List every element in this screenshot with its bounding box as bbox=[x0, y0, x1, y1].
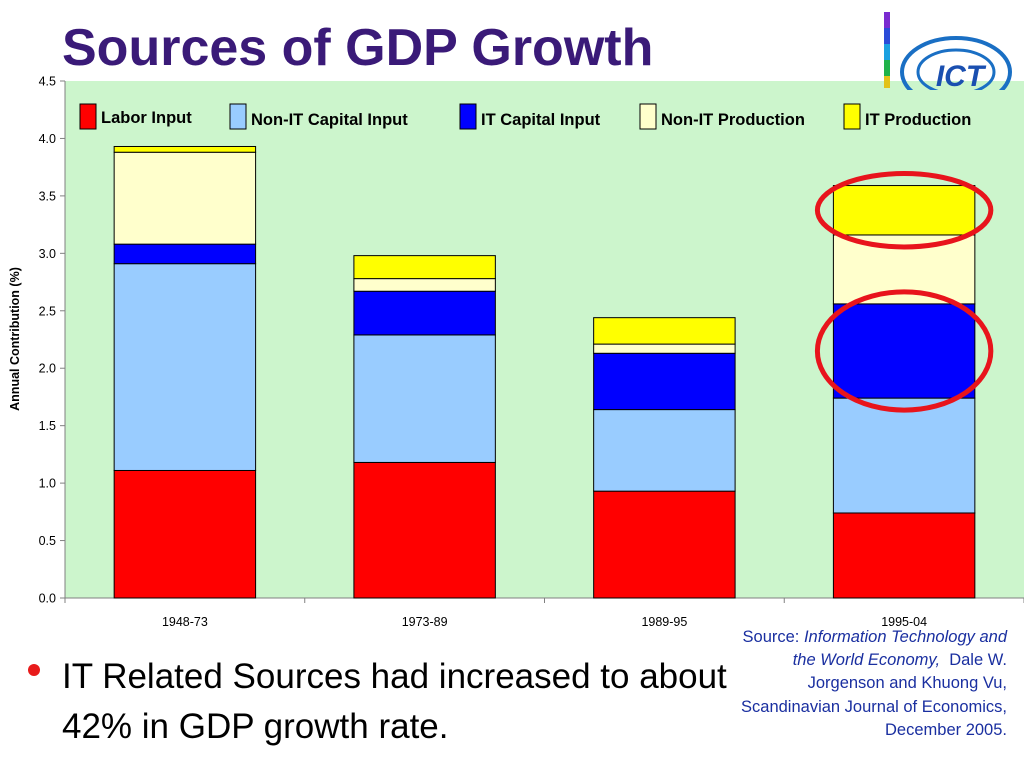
bar-segment bbox=[832, 185, 976, 236]
highlight-circles bbox=[814, 171, 994, 413]
legend-swatch bbox=[843, 103, 861, 130]
source-prefix: Source: bbox=[742, 628, 804, 646]
y-axis-label: Annual Contribution (%) bbox=[8, 267, 22, 411]
bar-segment bbox=[113, 145, 257, 153]
slide-title: Sources of GDP Growth bbox=[62, 19, 654, 77]
bar-segment bbox=[353, 334, 496, 463]
bar-segment bbox=[832, 303, 976, 399]
y-tick-label: 2.0 bbox=[39, 362, 56, 376]
bullet-text: IT Related Sources had increased to abou… bbox=[62, 657, 727, 746]
y-tick-label: 4.0 bbox=[39, 132, 56, 146]
legend-label: Non-IT Production bbox=[661, 111, 805, 129]
legend: Labor Input Non-IT Capital Input IT Capita… bbox=[79, 103, 971, 130]
bars bbox=[113, 145, 976, 599]
x-tick-label: 1973-89 bbox=[402, 615, 448, 629]
source-title: Information Technology and the World Eco… bbox=[792, 628, 1007, 670]
x-tick-label: 1995-04 bbox=[881, 615, 927, 629]
logo-text: ICT bbox=[936, 60, 987, 90]
x-tick-label: 1989-95 bbox=[641, 615, 687, 629]
y-tick-label: 2.5 bbox=[39, 304, 56, 318]
legend-swatch bbox=[459, 103, 477, 130]
bar-segment bbox=[832, 512, 976, 599]
source-authors: Dale W. Jorgenson and Khuong Vu, Scandin… bbox=[741, 651, 1007, 739]
bar-segment bbox=[353, 278, 496, 292]
y-tick-label: 4.5 bbox=[39, 75, 56, 89]
bar-segment bbox=[353, 255, 496, 280]
legend-label: IT Production bbox=[865, 111, 971, 129]
source-citation: Source: Information Technology and the W… bbox=[737, 626, 1007, 742]
x-axis: 1948-73 1973-89 1989-95 1995-04 bbox=[64, 597, 1024, 629]
bar-segment bbox=[353, 290, 496, 336]
y-tick-label: 1.5 bbox=[39, 419, 56, 433]
bar-segment bbox=[113, 469, 257, 599]
legend-swatch bbox=[79, 103, 97, 130]
bar-segment bbox=[353, 461, 496, 599]
bar-segment bbox=[113, 151, 257, 245]
bar-segment bbox=[593, 317, 736, 345]
y-tick-label: 0.0 bbox=[39, 592, 56, 606]
bar-segment bbox=[832, 397, 976, 514]
bar-segment bbox=[113, 243, 257, 265]
bar-segment bbox=[593, 343, 736, 354]
legend-label: Labor Input bbox=[101, 109, 192, 127]
y-tick-label: 3.5 bbox=[39, 189, 56, 203]
bar-segment bbox=[593, 409, 736, 492]
x-tick-label: 1948-73 bbox=[162, 615, 208, 629]
legend-swatch bbox=[639, 103, 657, 130]
legend-label: IT Capital Input bbox=[481, 111, 601, 129]
bar-segment bbox=[113, 263, 257, 471]
legend-swatch bbox=[229, 103, 247, 130]
ict-logo: ICT bbox=[884, 12, 1012, 90]
highlight-circle bbox=[814, 289, 994, 413]
y-axis: 0.0 0.5 1.0 1.5 2.0 2.5 3.0 3.5 4.0 4.5 bbox=[39, 75, 66, 606]
y-tick-label: 1.0 bbox=[39, 477, 56, 491]
highlight-circle bbox=[814, 171, 994, 250]
legend-label: Non-IT Capital Input bbox=[251, 111, 408, 129]
y-tick-label: 3.0 bbox=[39, 247, 56, 261]
bar-segment bbox=[593, 490, 736, 599]
y-tick-label: 0.5 bbox=[39, 534, 56, 548]
bar-segment bbox=[593, 352, 736, 411]
bullet-dot-icon bbox=[28, 664, 40, 676]
